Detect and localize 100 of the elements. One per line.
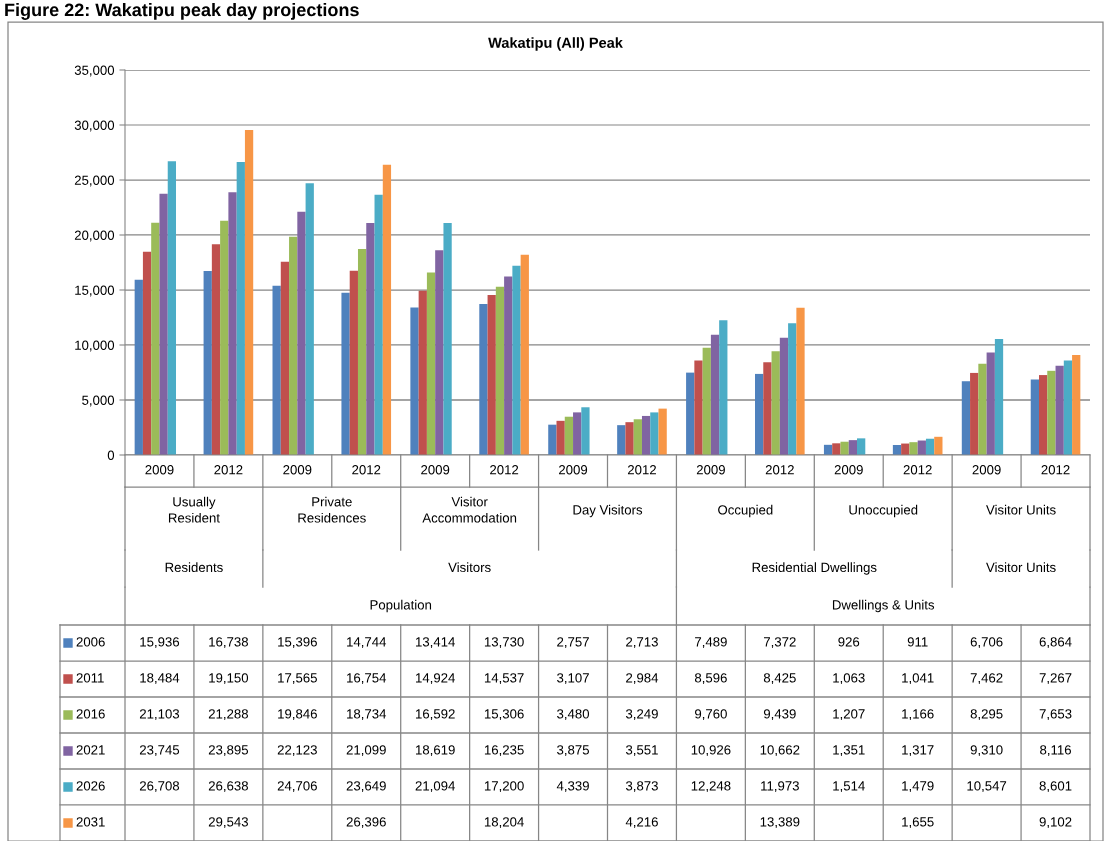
x-tick-label: 2012: [903, 465, 932, 475]
x-tick-label: 2009: [696, 465, 725, 475]
bar: [203, 270, 212, 455]
bar: [280, 261, 290, 455]
text: Population: [370, 599, 432, 613]
text: Occupied: [718, 504, 773, 518]
data-label: 7,462: [970, 673, 1003, 685]
bar: [512, 265, 521, 455]
bar: [978, 363, 987, 455]
data-label: 10,662: [760, 745, 800, 757]
bar: [573, 412, 582, 455]
bar: [556, 420, 565, 455]
data-label: 11,973: [761, 781, 799, 793]
data-label: 21,094: [415, 781, 455, 793]
data-label: 1,063: [833, 673, 865, 685]
y-tick-label: 5,000: [82, 395, 115, 407]
data-label: 7,372: [763, 637, 796, 649]
data-label: 13,730: [484, 637, 524, 649]
data-label: 3,551: [625, 745, 658, 757]
bar: [297, 211, 306, 455]
bar: [357, 248, 367, 455]
data-label: 29,543: [208, 817, 248, 829]
bar: [840, 441, 849, 455]
data-label: 8,596: [694, 673, 727, 685]
data-label: 14,744: [347, 637, 387, 649]
bar: [788, 323, 797, 455]
data-label: 3,873: [625, 781, 658, 793]
data-label: 1,317: [902, 745, 934, 757]
bar: [625, 422, 634, 455]
bar: [305, 183, 314, 455]
data-label: 3,249: [625, 709, 658, 721]
bar: [418, 290, 427, 455]
bar: [961, 381, 971, 455]
bar: [349, 270, 358, 455]
bar: [970, 372, 979, 455]
x-tick-label: 2009: [834, 465, 863, 475]
data-label: 18,484: [140, 673, 180, 685]
y-tick-label: 0: [107, 450, 115, 460]
text: Residents: [165, 562, 223, 573]
x-tick-label: 2012: [627, 465, 656, 475]
data-label: 6,706: [970, 637, 1003, 649]
bar: [994, 338, 1004, 455]
bar: [410, 307, 419, 455]
data-label: 4,216: [625, 817, 658, 829]
data-label: 9,102: [1039, 817, 1072, 829]
text: Visitor Units: [986, 504, 1056, 515]
data-label: 16,592: [416, 709, 455, 721]
bar: [366, 222, 375, 455]
data-label: 17,565: [278, 673, 317, 685]
data-label: 1,207: [833, 709, 865, 721]
data-label: 10,547: [967, 781, 1007, 793]
caption: Figure 22: Wakatipu peak day projections: [5, 3, 359, 20]
bar: [244, 130, 254, 455]
data-label: 1,351: [833, 745, 865, 757]
x-tick-label: 2009: [283, 465, 312, 475]
bar: [934, 436, 943, 455]
bar: [1055, 365, 1064, 455]
data-label: 9,310: [970, 745, 1003, 757]
data-label: 15,306: [484, 709, 524, 721]
x-tick-label: 2012: [214, 465, 243, 475]
data-label: 8,425: [763, 673, 796, 685]
data-label: 9,760: [695, 709, 727, 721]
data-label: 1,514: [833, 781, 865, 793]
bar: [1072, 354, 1081, 455]
bar: [426, 272, 436, 455]
legend-label: 2021: [76, 745, 105, 755]
data-label: 26,396: [346, 817, 386, 829]
y-tick-label: 20,000: [74, 230, 115, 242]
legend-label: 2006: [76, 637, 105, 647]
x-tick-label: 2009: [421, 465, 450, 475]
text: Usually Resident: [168, 496, 220, 523]
x-tick-label: 2012: [765, 465, 794, 475]
data-label: 8,295: [970, 709, 1003, 721]
data-label: 2,984: [626, 673, 659, 685]
bar: [374, 194, 383, 455]
text: Unoccupied: [849, 504, 918, 518]
bar: [650, 412, 659, 455]
y-tick-label: 35,000: [74, 65, 115, 77]
legend-label: 2011: [76, 673, 104, 683]
bar: [495, 286, 505, 455]
text: Residential Dwellings: [752, 562, 877, 575]
bar: [159, 193, 168, 455]
data-label: 13,414: [416, 637, 455, 649]
text: Visitors: [448, 562, 491, 573]
text: Visitor Units: [986, 562, 1056, 573]
bar: [220, 220, 229, 455]
bar: [167, 161, 177, 455]
bar: [487, 295, 496, 455]
x-tick-label: 2012: [490, 465, 519, 475]
bar: [548, 424, 557, 455]
y-tick-label: 15,000: [75, 285, 115, 297]
data-label: 15,396: [278, 637, 317, 649]
bar: [382, 164, 392, 455]
data-label: 12,248: [691, 781, 731, 793]
data-label: 26,638: [208, 781, 248, 793]
text: Day Visitors: [573, 504, 643, 518]
data-label: 1,479: [902, 781, 934, 793]
x-tick-label: 2012: [1041, 465, 1070, 475]
data-label: 7,489: [695, 637, 727, 649]
data-label: 8,601: [1039, 781, 1072, 793]
